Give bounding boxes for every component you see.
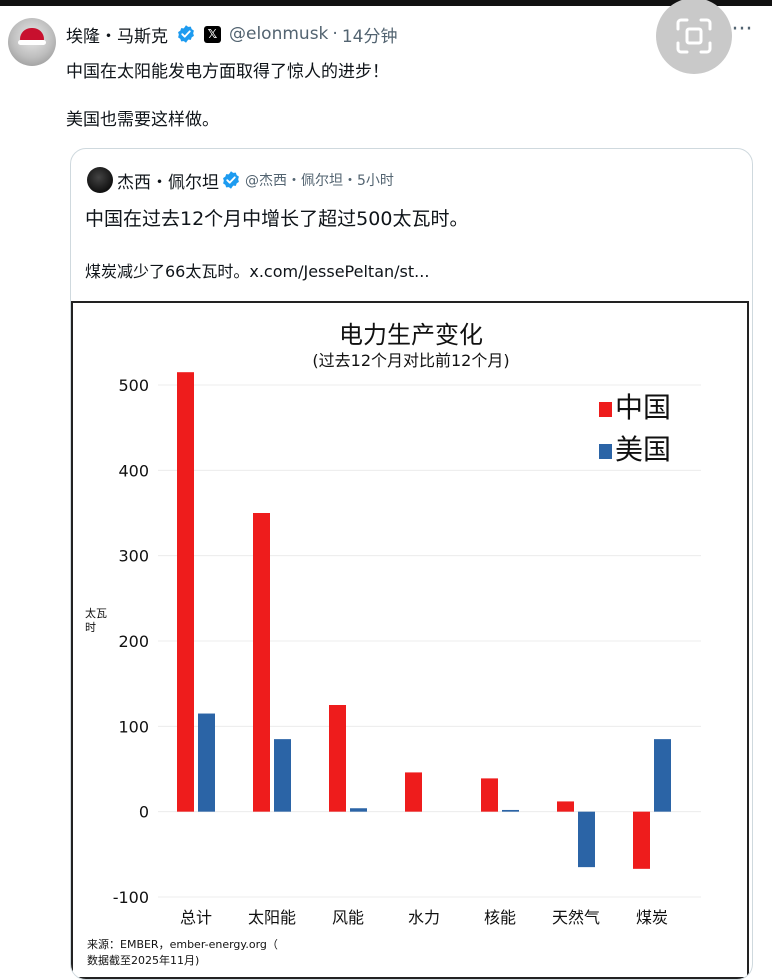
x-logo-icon: 𝕏 (204, 25, 221, 43)
quoted-tweet-card[interactable]: 杰西・佩尔坦 @杰西・佩尔坦・5小时 中国在过去12个月中增长了超过500太瓦时… (70, 148, 753, 980)
bar-china (557, 801, 574, 812)
bar-usa (198, 713, 215, 812)
quoted-author-handle: @杰西・佩尔坦・5小时 (245, 173, 394, 189)
x-tick-label: 风能 (332, 908, 364, 927)
bar-china (329, 705, 346, 812)
bar-chart: 电力生产变化 (过去12个月对比前12个月) -100 0 100 200 300 400… (85, 321, 701, 927)
hat-trim (18, 40, 46, 45)
verified-badge-icon (178, 25, 194, 43)
y-tick-label: 100 (118, 717, 149, 736)
avatar[interactable] (8, 18, 56, 66)
author-handle[interactable]: @elonmusk (229, 24, 329, 44)
santa-hat-icon (20, 28, 44, 42)
x-tick-label: 煤炭 (636, 908, 668, 927)
top-border (0, 0, 772, 6)
more-options-icon[interactable]: ··· (731, 17, 753, 42)
bar-usa (274, 739, 291, 812)
timestamp[interactable]: 14分钟 (341, 26, 398, 47)
x-tick-label: 天然气 (552, 908, 600, 927)
x-tick-label: 总计 (180, 908, 212, 927)
tweet-header: 埃隆・马斯克 𝕏 @elonmusk · 14分钟 (66, 20, 397, 48)
x-tick-label: 水力 (408, 908, 440, 927)
y-tick-label: 0 (139, 803, 149, 822)
bar-china (177, 372, 194, 812)
y-tick-label: 400 (118, 461, 149, 480)
y-tick-label: 300 (118, 547, 149, 566)
bar-china (633, 811, 650, 869)
y-tick-label: -100 (113, 888, 149, 907)
x-tick-label: 太阳能 (248, 908, 296, 927)
quoted-tweet-header: 杰西・佩尔坦 @杰西・佩尔坦・5小时 (87, 167, 394, 193)
y-axis-label: 太瓦 (85, 607, 107, 620)
bar-china (405, 772, 422, 812)
y-tick-label: 200 (118, 632, 149, 651)
chart-subtitle: (过去12个月对比前12个月) (312, 351, 509, 370)
bar-usa (350, 808, 367, 812)
verified-badge-icon (223, 171, 239, 189)
screenshot-button[interactable] (656, 0, 732, 74)
legend-swatch (599, 444, 612, 459)
bar-china (481, 778, 498, 812)
chart-title: 电力生产变化 (339, 321, 483, 349)
tweet-text-line-1: 中国在太阳能发电方面取得了惊人的进步！ (66, 62, 389, 82)
quoted-text-line-2[interactable]: 煤炭减少了66太瓦时。x.com/JessePeltan/st... (85, 262, 430, 281)
quoted-author-name[interactable]: 杰西・佩尔坦 (117, 172, 219, 193)
bar-usa (654, 739, 671, 812)
legend-label: 美国 (615, 433, 671, 466)
legend-label: 中国 (615, 391, 671, 424)
chart-image[interactable]: 电力生产变化 (过去12个月对比前12个月) -100 0 100 200 300 400… (71, 301, 749, 979)
tweet-text-line-2: 美国也需要这样做。 (66, 110, 219, 130)
bar-usa (578, 811, 595, 868)
bar-usa (502, 809, 519, 812)
y-axis-label: 时 (85, 621, 96, 634)
x-tick-label: 核能 (484, 908, 516, 927)
quoted-avatar[interactable] (87, 167, 113, 193)
author-name[interactable]: 埃隆・马斯克 (66, 26, 168, 47)
legend-swatch (599, 402, 612, 417)
separator: · (332, 24, 338, 44)
screenshot-frame-icon (676, 18, 712, 54)
chart-source-note: 来源：EMBER，ember-energy.org（ 数据截至2025年11月) (87, 938, 278, 967)
bar-china (253, 513, 270, 812)
y-tick-label: 500 (118, 376, 149, 395)
quoted-text-line-1: 中国在过去12个月中增长了超过500太瓦时。 (85, 208, 469, 230)
